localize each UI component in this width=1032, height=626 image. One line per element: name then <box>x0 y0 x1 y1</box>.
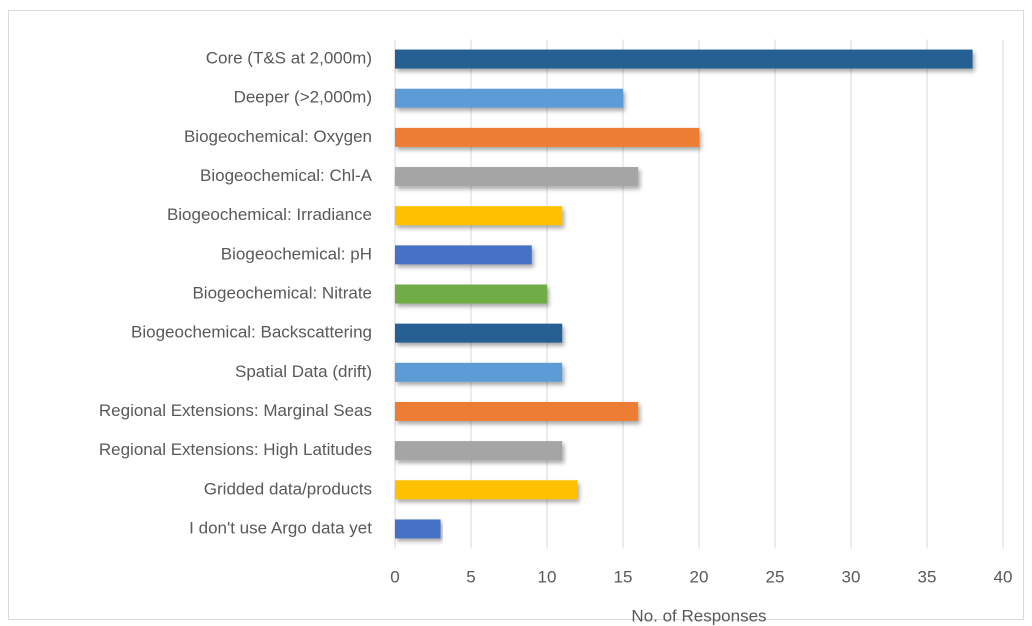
bar <box>395 245 532 265</box>
bar <box>395 167 639 187</box>
y-tick-label: Biogeochemical: Nitrate <box>192 283 372 302</box>
x-tick-label: 30 <box>842 567 861 586</box>
y-tick-label: Deeper (>2,000m) <box>234 88 372 107</box>
bar <box>395 519 441 539</box>
y-tick-label: Spatial Data (drift) <box>235 362 372 381</box>
x-tick-label: 5 <box>466 567 475 586</box>
bar <box>395 206 563 226</box>
y-tick-label: Regional Extensions: Marginal Seas <box>99 401 372 420</box>
y-tick-label: Biogeochemical: Irradiance <box>167 205 372 224</box>
y-tick-label: Core (T&S at 2,000m) <box>206 49 372 68</box>
bar <box>395 323 563 343</box>
x-tick-label: 10 <box>538 567 557 586</box>
x-tick-label: 15 <box>614 567 633 586</box>
x-tick-label: 35 <box>918 567 937 586</box>
chart-border <box>8 10 1024 620</box>
y-tick-label: I don't use Argo data yet <box>189 518 372 537</box>
y-tick-label: Biogeochemical: Oxygen <box>184 127 372 146</box>
y-tick-label: Regional Extensions: High Latitudes <box>99 440 372 459</box>
bar <box>395 441 563 461</box>
y-tick-label: Biogeochemical: pH <box>221 244 372 263</box>
bar <box>395 88 623 108</box>
bar <box>395 362 563 382</box>
bar <box>395 401 639 421</box>
x-tick-label: 25 <box>766 567 785 586</box>
x-tick-label: 20 <box>690 567 709 586</box>
bar <box>395 49 973 69</box>
bar <box>395 127 699 147</box>
y-tick-label: Biogeochemical: Backscattering <box>131 323 372 342</box>
x-tick-label: 0 <box>390 567 399 586</box>
x-tick-label: 40 <box>994 567 1013 586</box>
bar <box>395 480 578 500</box>
y-tick-label: Gridded data/products <box>204 479 372 498</box>
y-tick-label: Biogeochemical: Chl-A <box>200 166 373 185</box>
x-axis-title: No. of Responses <box>631 606 766 625</box>
bar <box>395 284 547 304</box>
